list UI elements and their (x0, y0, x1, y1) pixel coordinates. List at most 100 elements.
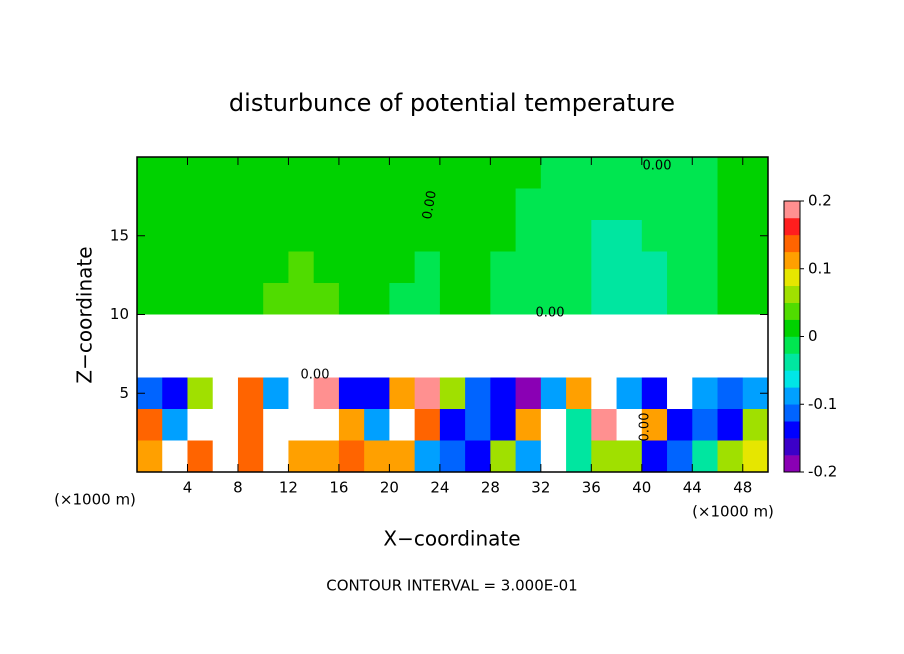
heat-cell (364, 283, 390, 315)
heat-cell (692, 283, 719, 315)
heat-cell (515, 251, 542, 284)
heat-cell (465, 440, 491, 473)
heat-cell (338, 377, 365, 410)
heat-cell (540, 377, 567, 410)
heat-cell (641, 283, 668, 315)
x-tick-label: 40 (632, 479, 651, 497)
heat-cell (742, 440, 769, 473)
heat-cell (313, 157, 340, 189)
heat-cell (338, 440, 365, 473)
colorbar-swatch (784, 302, 800, 320)
heat-cell (641, 346, 668, 378)
heat-cell (667, 440, 693, 473)
heat-cell (187, 251, 214, 284)
heat-cell (692, 409, 719, 441)
heat-cell (288, 440, 315, 473)
heat-cell (667, 377, 693, 410)
heat-cell (288, 377, 315, 410)
colorbar-tick-label: 0.2 (808, 192, 832, 210)
heat-cell (439, 188, 466, 221)
colorbar-tick-label: 0 (808, 327, 818, 345)
heat-cell (591, 346, 618, 378)
heat-cell (237, 157, 264, 189)
heat-cell (364, 220, 390, 252)
contour-label: 0.00 (420, 189, 440, 220)
heat-cell (439, 283, 466, 315)
heat-cell (288, 188, 315, 221)
heat-cell (162, 188, 188, 221)
heat-cell (566, 251, 592, 284)
heat-cell (414, 346, 441, 378)
heat-cell (692, 188, 719, 221)
y-tick-label: 5 (119, 384, 129, 402)
heat-cell (212, 251, 239, 284)
colorbar-swatch (784, 421, 800, 439)
heat-cell (566, 283, 592, 315)
heat-cell (288, 283, 315, 315)
heat-cell (364, 188, 390, 221)
heat-cell (187, 188, 214, 221)
chart-title: disturbunce of potential temperature (229, 89, 675, 117)
heat-cell (288, 314, 315, 347)
heat-cell (742, 409, 769, 441)
heat-cell (288, 409, 315, 441)
heat-cell (540, 157, 567, 189)
heat-cell (439, 440, 466, 473)
heat-cell (263, 346, 289, 378)
heat-cell (490, 157, 517, 189)
heat-cell (212, 440, 239, 473)
heat-cell (717, 409, 744, 441)
heat-cell (465, 409, 491, 441)
heat-cell (338, 314, 365, 347)
heat-cell (641, 220, 668, 252)
heat-cell (616, 440, 643, 473)
heat-cell (566, 346, 592, 378)
y-tick-label: 10 (110, 305, 129, 323)
heat-cell (187, 440, 214, 473)
heat-cell (591, 251, 618, 284)
heat-cell (263, 220, 289, 252)
heat-cell (212, 377, 239, 410)
heat-cell (237, 188, 264, 221)
colorbar-swatch (784, 217, 800, 236)
heat-cell (540, 188, 567, 221)
heat-cell (465, 283, 491, 315)
colorbar-swatch (784, 387, 800, 405)
heat-cell (237, 440, 264, 473)
heat-cell (162, 157, 188, 189)
heat-cell (137, 314, 163, 347)
heat-cell (616, 220, 643, 252)
heat-cell (591, 314, 618, 347)
heat-cell (162, 251, 188, 284)
heat-cell (667, 157, 693, 189)
heat-cell (364, 409, 390, 441)
heat-cell (414, 409, 441, 441)
x-tick-label: 4 (183, 479, 193, 497)
heat-cell (237, 377, 264, 410)
heat-cell (490, 283, 517, 315)
heat-cell (591, 377, 618, 410)
contour-label: 0.00 (536, 306, 565, 321)
heat-cell (515, 157, 542, 189)
colorbar-tick-label: -0.2 (808, 463, 837, 481)
heat-cell (439, 157, 466, 189)
heat-cell (212, 314, 239, 347)
colorbar-swatch (784, 404, 800, 422)
heat-cell (364, 251, 390, 284)
heat-cell (667, 251, 693, 284)
heat-cell (667, 409, 693, 441)
heat-cell (364, 346, 390, 378)
heat-cell (692, 314, 719, 347)
heat-cell (263, 188, 289, 221)
heat-cell (313, 346, 340, 378)
heat-cell (237, 220, 264, 252)
heat-cell (591, 220, 618, 252)
contour-label: 0.00 (643, 159, 672, 174)
heat-cell (313, 409, 340, 441)
heat-cell (187, 409, 214, 441)
heat-cell (389, 220, 416, 252)
heat-cell (364, 314, 390, 347)
heat-cell (742, 283, 769, 315)
heat-cell (692, 346, 719, 378)
